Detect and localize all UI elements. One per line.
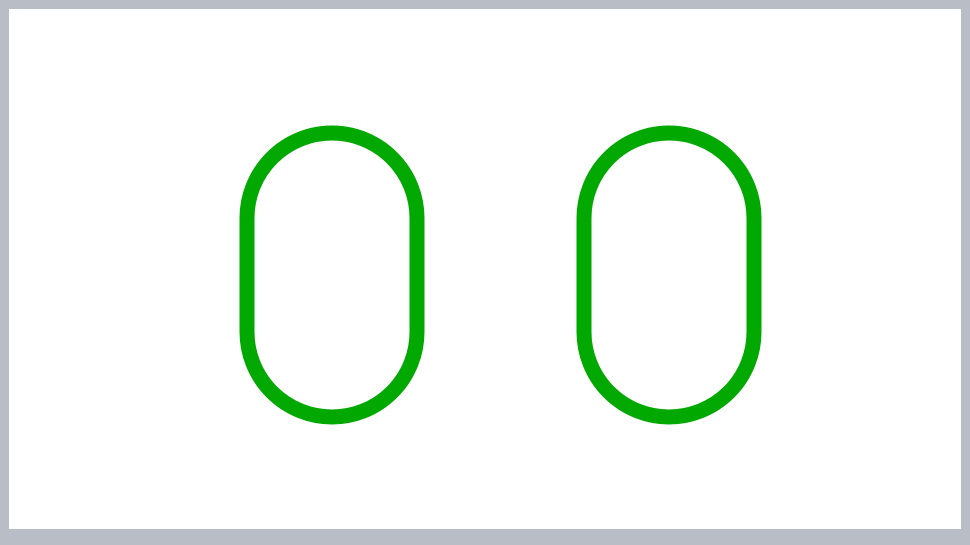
digit-1 bbox=[239, 125, 425, 425]
digit-2 bbox=[576, 125, 762, 425]
digit-2-zero-outline bbox=[576, 125, 762, 425]
digit-1-zero-outline bbox=[239, 125, 425, 425]
